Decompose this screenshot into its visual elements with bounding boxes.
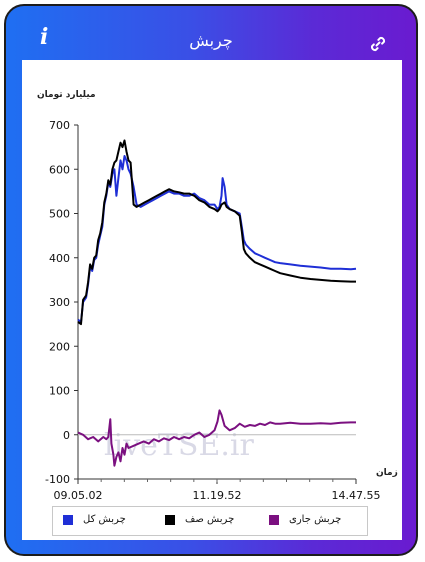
series-layer: [77, 139, 357, 467]
link-icon[interactable]: [369, 35, 387, 53]
x-tick-label: 14.47.55: [332, 489, 381, 502]
series-line-total: [77, 155, 357, 323]
legend-label-queue: چربش صف: [185, 514, 235, 525]
legend-label-total: چربش کل: [83, 514, 126, 525]
info-icon[interactable]: i: [40, 24, 49, 50]
widget-frame: i چربش میلیارد تومان زمان liveTSE.ir 700…: [4, 4, 418, 556]
legend-item-queue[interactable]: چربش صف: [165, 513, 255, 529]
y-tick-label: 700: [49, 119, 70, 132]
y-axis-unit-label: میلیارد تومان: [37, 90, 96, 100]
x-tick-label: 09.05.02: [54, 489, 103, 502]
x-axis-unit-label: زمان: [376, 468, 398, 478]
x-axis: 09.05.02 11.19.52 14.47.55: [54, 478, 381, 502]
series-line-current: [77, 409, 356, 467]
legend-item-total[interactable]: چربش کل: [63, 513, 143, 529]
y-tick-label: 0: [63, 429, 70, 442]
x-tick-label: 11.19.52: [193, 489, 242, 502]
watermark: liveTSE.ir: [104, 428, 254, 463]
y-tick-label: 100: [49, 385, 70, 398]
y-axis: 700 600 500 400 300 200 100 0 -100: [45, 119, 356, 486]
y-tick-label: -100: [45, 473, 70, 486]
y-tick-label: 600: [49, 163, 70, 176]
y-tick-label: 300: [49, 296, 70, 309]
y-tick-label: 200: [49, 340, 70, 353]
chart-legend: چربش کل چربش صف چربش جاری: [52, 506, 368, 536]
legend-swatch-total: [63, 515, 73, 525]
y-tick-label: 500: [49, 208, 70, 221]
legend-label-current: چربش جاری: [289, 514, 342, 525]
series-line-queue: [77, 139, 356, 326]
page-title: چربش: [189, 31, 233, 50]
chart-card: میلیارد تومان زمان liveTSE.ir 700 600 500 4…: [22, 60, 402, 540]
legend-item-current[interactable]: چربش جاری: [269, 513, 364, 529]
header-bar: i چربش: [6, 6, 416, 58]
y-tick-label: 400: [49, 252, 70, 265]
line-chart: 700 600 500 400 300 200 100 0 -100 09.05.02 11.19…: [45, 119, 381, 502]
legend-swatch-queue: [165, 515, 175, 525]
legend-swatch-current: [269, 515, 279, 525]
